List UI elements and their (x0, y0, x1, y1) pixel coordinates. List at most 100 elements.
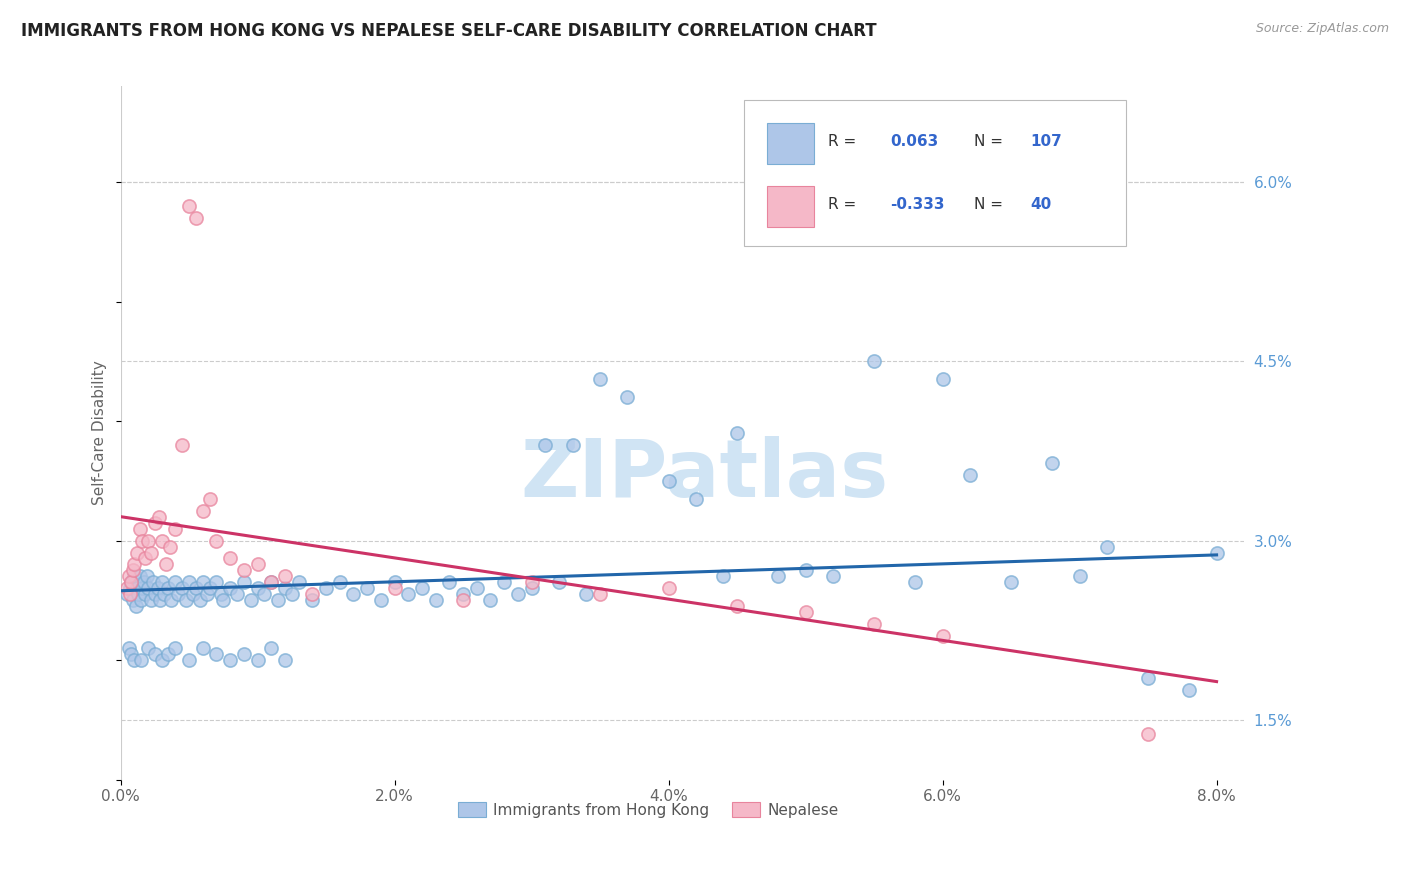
Point (148, 509, 170, 524)
Point (794, 605, 817, 619)
Point (863, 354, 886, 368)
Point (766, 569, 789, 583)
Point (1178, 683, 1201, 698)
Point (725, 425, 748, 440)
Point (219, 582, 242, 596)
Point (121, 593, 143, 607)
Point (589, 372, 612, 386)
Point (315, 582, 337, 596)
Point (188, 593, 211, 607)
Point (657, 582, 679, 596)
Y-axis label: Self-Care Disability: Self-Care Disability (93, 360, 107, 506)
Point (370, 593, 392, 607)
Point (129, 593, 152, 607)
Point (329, 575, 352, 590)
Text: IMMIGRANTS FROM HONG KONG VS NEPALESE SELF-CARE DISABILITY CORRELATION CHART: IMMIGRANTS FROM HONG KONG VS NEPALESE SE… (21, 22, 877, 40)
Point (121, 575, 143, 590)
Point (520, 582, 543, 596)
Point (135, 569, 157, 583)
Point (232, 575, 254, 590)
Text: 0.063: 0.063 (890, 134, 938, 149)
Point (174, 593, 197, 607)
Point (118, 569, 141, 583)
Point (1205, 545, 1227, 559)
Point (165, 575, 187, 590)
Point (959, 467, 981, 482)
Point (575, 587, 598, 601)
Text: 40: 40 (1031, 197, 1052, 212)
Point (149, 593, 172, 607)
Text: Source: ZipAtlas.com: Source: ZipAtlas.com (1256, 22, 1389, 36)
Point (167, 587, 190, 601)
Point (131, 582, 153, 596)
Point (124, 599, 146, 614)
Point (301, 587, 323, 601)
Point (657, 474, 679, 488)
Point (246, 558, 269, 572)
Point (160, 593, 183, 607)
Point (479, 593, 502, 607)
Point (191, 504, 214, 518)
Point (172, 582, 194, 596)
Point (260, 575, 283, 590)
Text: R =: R = (828, 197, 856, 212)
Point (125, 582, 148, 596)
Point (165, 641, 187, 656)
FancyBboxPatch shape (766, 186, 814, 227)
Point (232, 647, 254, 661)
Point (136, 582, 159, 596)
Point (139, 545, 162, 559)
Point (425, 593, 447, 607)
Point (155, 558, 177, 572)
Point (142, 575, 165, 590)
Point (356, 582, 378, 596)
Point (122, 653, 145, 667)
Point (122, 569, 145, 583)
Point (157, 647, 180, 661)
Point (205, 533, 228, 548)
Point (209, 587, 232, 601)
Text: R =: R = (828, 134, 856, 149)
Point (181, 587, 204, 601)
Point (150, 533, 173, 548)
Point (384, 575, 406, 590)
Point (131, 533, 153, 548)
Point (246, 582, 269, 596)
Point (195, 587, 218, 601)
Point (165, 522, 187, 536)
Point (143, 516, 166, 530)
Point (931, 372, 953, 386)
Point (226, 587, 249, 601)
Point (143, 647, 166, 661)
Point (219, 551, 242, 566)
Point (121, 564, 143, 578)
Point (287, 575, 309, 590)
Point (411, 582, 433, 596)
Point (118, 641, 141, 656)
Point (1000, 575, 1022, 590)
Point (177, 199, 200, 213)
Text: -0.333: -0.333 (890, 197, 945, 212)
Text: ZIPatlas: ZIPatlas (520, 435, 889, 514)
Point (274, 653, 297, 667)
Point (1137, 727, 1160, 741)
Point (1095, 540, 1118, 554)
Point (172, 438, 194, 452)
Point (128, 569, 150, 583)
Point (232, 564, 254, 578)
Point (548, 575, 571, 590)
Point (439, 575, 461, 590)
Point (191, 641, 214, 656)
Point (120, 587, 142, 601)
Point (281, 587, 304, 601)
Point (191, 575, 214, 590)
Point (1069, 569, 1091, 583)
Point (274, 569, 297, 583)
Point (212, 593, 235, 607)
FancyBboxPatch shape (766, 122, 814, 163)
Legend: Immigrants from Hong Kong, Nepalese: Immigrants from Hong Kong, Nepalese (453, 797, 845, 824)
Point (150, 575, 173, 590)
Point (260, 575, 283, 590)
Text: 107: 107 (1031, 134, 1063, 149)
Point (274, 582, 297, 596)
